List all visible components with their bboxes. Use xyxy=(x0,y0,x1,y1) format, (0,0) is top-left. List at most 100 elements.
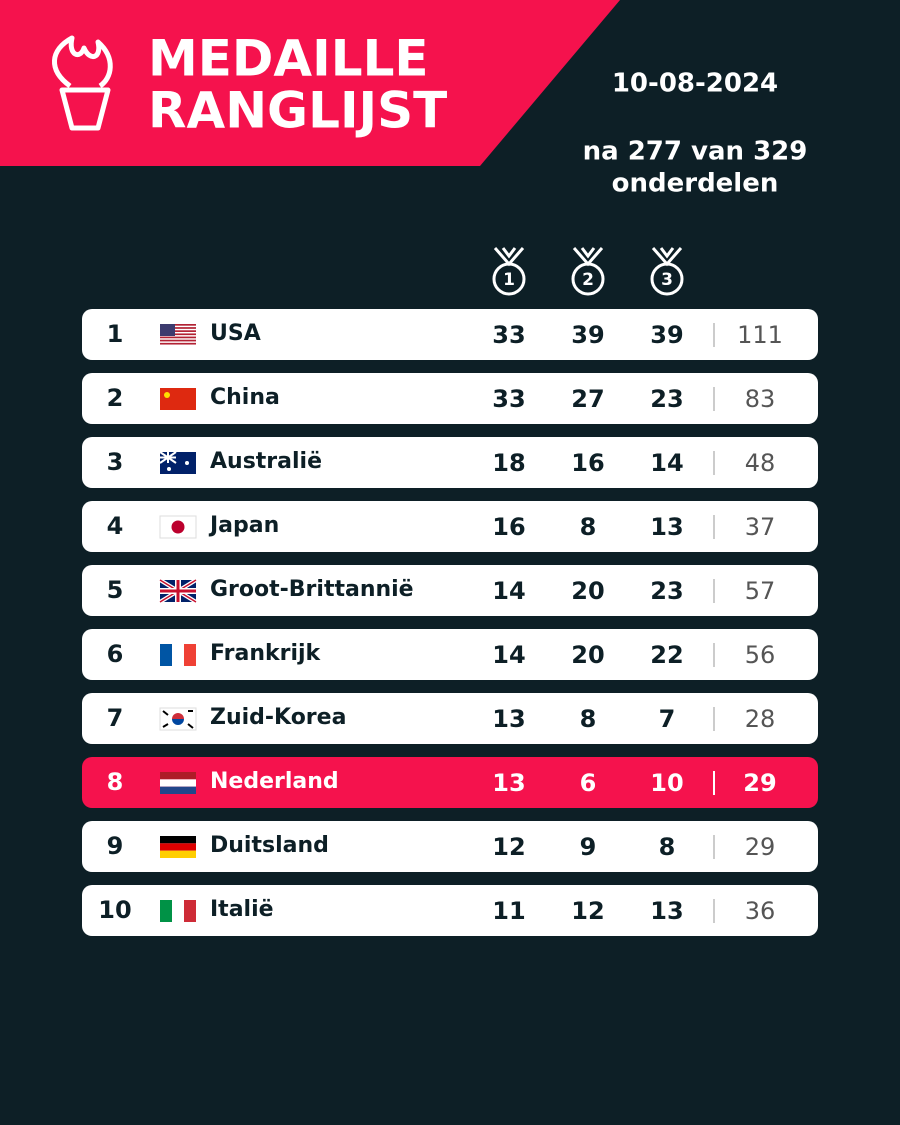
flag-stripe xyxy=(160,336,196,339)
subtitle-line: onderdelen xyxy=(612,169,779,199)
flag-band xyxy=(160,836,196,844)
silver-count: 8 xyxy=(580,705,597,733)
gold-count: 12 xyxy=(492,833,525,861)
gold-count: 11 xyxy=(492,897,525,925)
rank: 8 xyxy=(107,768,124,796)
medal-number: 1 xyxy=(503,270,515,290)
bronze-count: 13 xyxy=(650,513,683,541)
table-row: 5 Groot-Brittannië 14 20 23 57 xyxy=(82,565,818,616)
gold-count: 33 xyxy=(492,385,525,413)
flag-cross xyxy=(160,580,196,602)
total: 111 xyxy=(737,321,783,349)
bronze-count: 39 xyxy=(650,321,683,349)
total: 29 xyxy=(745,833,776,861)
medal-number: 3 xyxy=(661,270,673,290)
flag-band xyxy=(184,644,196,666)
country: Duitsland xyxy=(210,833,329,858)
row-background xyxy=(82,373,818,424)
flag-stripe xyxy=(160,324,196,326)
flag-stripe xyxy=(160,330,196,332)
bronze-count: 10 xyxy=(650,769,683,797)
flag xyxy=(159,451,196,474)
flag xyxy=(160,324,196,345)
total: 28 xyxy=(745,705,776,733)
row-background xyxy=(82,565,818,616)
flag-stars xyxy=(167,467,171,471)
row-background xyxy=(82,757,818,808)
date: 10-08-2024 xyxy=(612,69,778,99)
gold-count: 16 xyxy=(492,513,525,541)
medal-icon xyxy=(571,247,605,296)
rank: 5 xyxy=(107,576,124,604)
flag-band xyxy=(160,850,196,858)
flag xyxy=(160,644,196,666)
total: 48 xyxy=(745,449,776,477)
country: China xyxy=(210,385,280,410)
flag-band xyxy=(160,843,196,851)
flag xyxy=(160,772,196,794)
table-row: 9 Duitsland 12 9 8 29 xyxy=(82,821,818,872)
flag-taeguk-top xyxy=(172,713,184,719)
flag-cross xyxy=(159,451,177,464)
country: Groot-Brittannië xyxy=(210,577,414,602)
medal-circle xyxy=(571,262,605,296)
gold-count: 13 xyxy=(492,769,525,797)
flag xyxy=(160,836,196,858)
bronze-count: 23 xyxy=(650,577,683,605)
row-background xyxy=(82,629,818,680)
total: 37 xyxy=(745,513,776,541)
rank: 1 xyxy=(107,320,124,348)
table-row: 4 Japan 16 8 13 37 xyxy=(82,501,818,552)
flag-stripe xyxy=(160,327,196,329)
silver-count: 9 xyxy=(580,833,597,861)
medal-circle xyxy=(650,262,684,296)
table-row: 10 Italië 11 12 13 36 xyxy=(82,885,818,936)
flag-band xyxy=(172,900,184,922)
bronze-count: 14 xyxy=(650,449,683,477)
flag-band xyxy=(160,900,172,922)
total: 56 xyxy=(745,641,776,669)
rank: 3 xyxy=(107,448,124,476)
silver-count: 12 xyxy=(571,897,604,925)
row-background xyxy=(82,309,818,360)
row-background xyxy=(82,885,818,936)
row-background xyxy=(82,437,818,488)
row-background xyxy=(82,821,818,872)
total: 36 xyxy=(745,897,776,925)
table-row: 7 Zuid-Korea 13 8 7 28 xyxy=(82,693,818,744)
silver-count: 39 xyxy=(571,321,604,349)
bronze-count: 13 xyxy=(650,897,683,925)
subtitle-line: na 277 van 329 xyxy=(583,137,808,167)
country: Nederland xyxy=(210,769,339,794)
table-row: 1 USA 33 39 39 111 xyxy=(82,309,818,360)
row-background xyxy=(82,693,818,744)
rank: 4 xyxy=(107,512,124,540)
flag-stripe xyxy=(160,342,196,345)
country: USA xyxy=(210,321,261,346)
silver-count: 27 xyxy=(571,385,604,413)
country: Italië xyxy=(210,897,274,922)
flag-trigrams xyxy=(162,710,194,729)
silver-count: 8 xyxy=(580,513,597,541)
gold-count: 33 xyxy=(492,321,525,349)
rank: 2 xyxy=(107,384,124,412)
bronze-count: 22 xyxy=(650,641,683,669)
silver-count: 16 xyxy=(571,449,604,477)
silver-count: 20 xyxy=(571,577,604,605)
medal-icon xyxy=(492,247,526,296)
flag-band xyxy=(172,644,184,666)
flag xyxy=(159,515,197,539)
country: Zuid-Korea xyxy=(210,705,346,730)
table-row: 6 Frankrijk 14 20 22 56 xyxy=(82,629,818,680)
flag-band xyxy=(184,900,196,922)
bronze-count: 23 xyxy=(650,385,683,413)
silver-count: 20 xyxy=(571,641,604,669)
flag xyxy=(160,900,196,922)
flag-stripe xyxy=(160,333,196,336)
title-line: MEDAILLE xyxy=(148,30,429,88)
flag-canton xyxy=(160,324,175,336)
torch-icon xyxy=(52,35,113,131)
rank: 7 xyxy=(107,704,124,732)
